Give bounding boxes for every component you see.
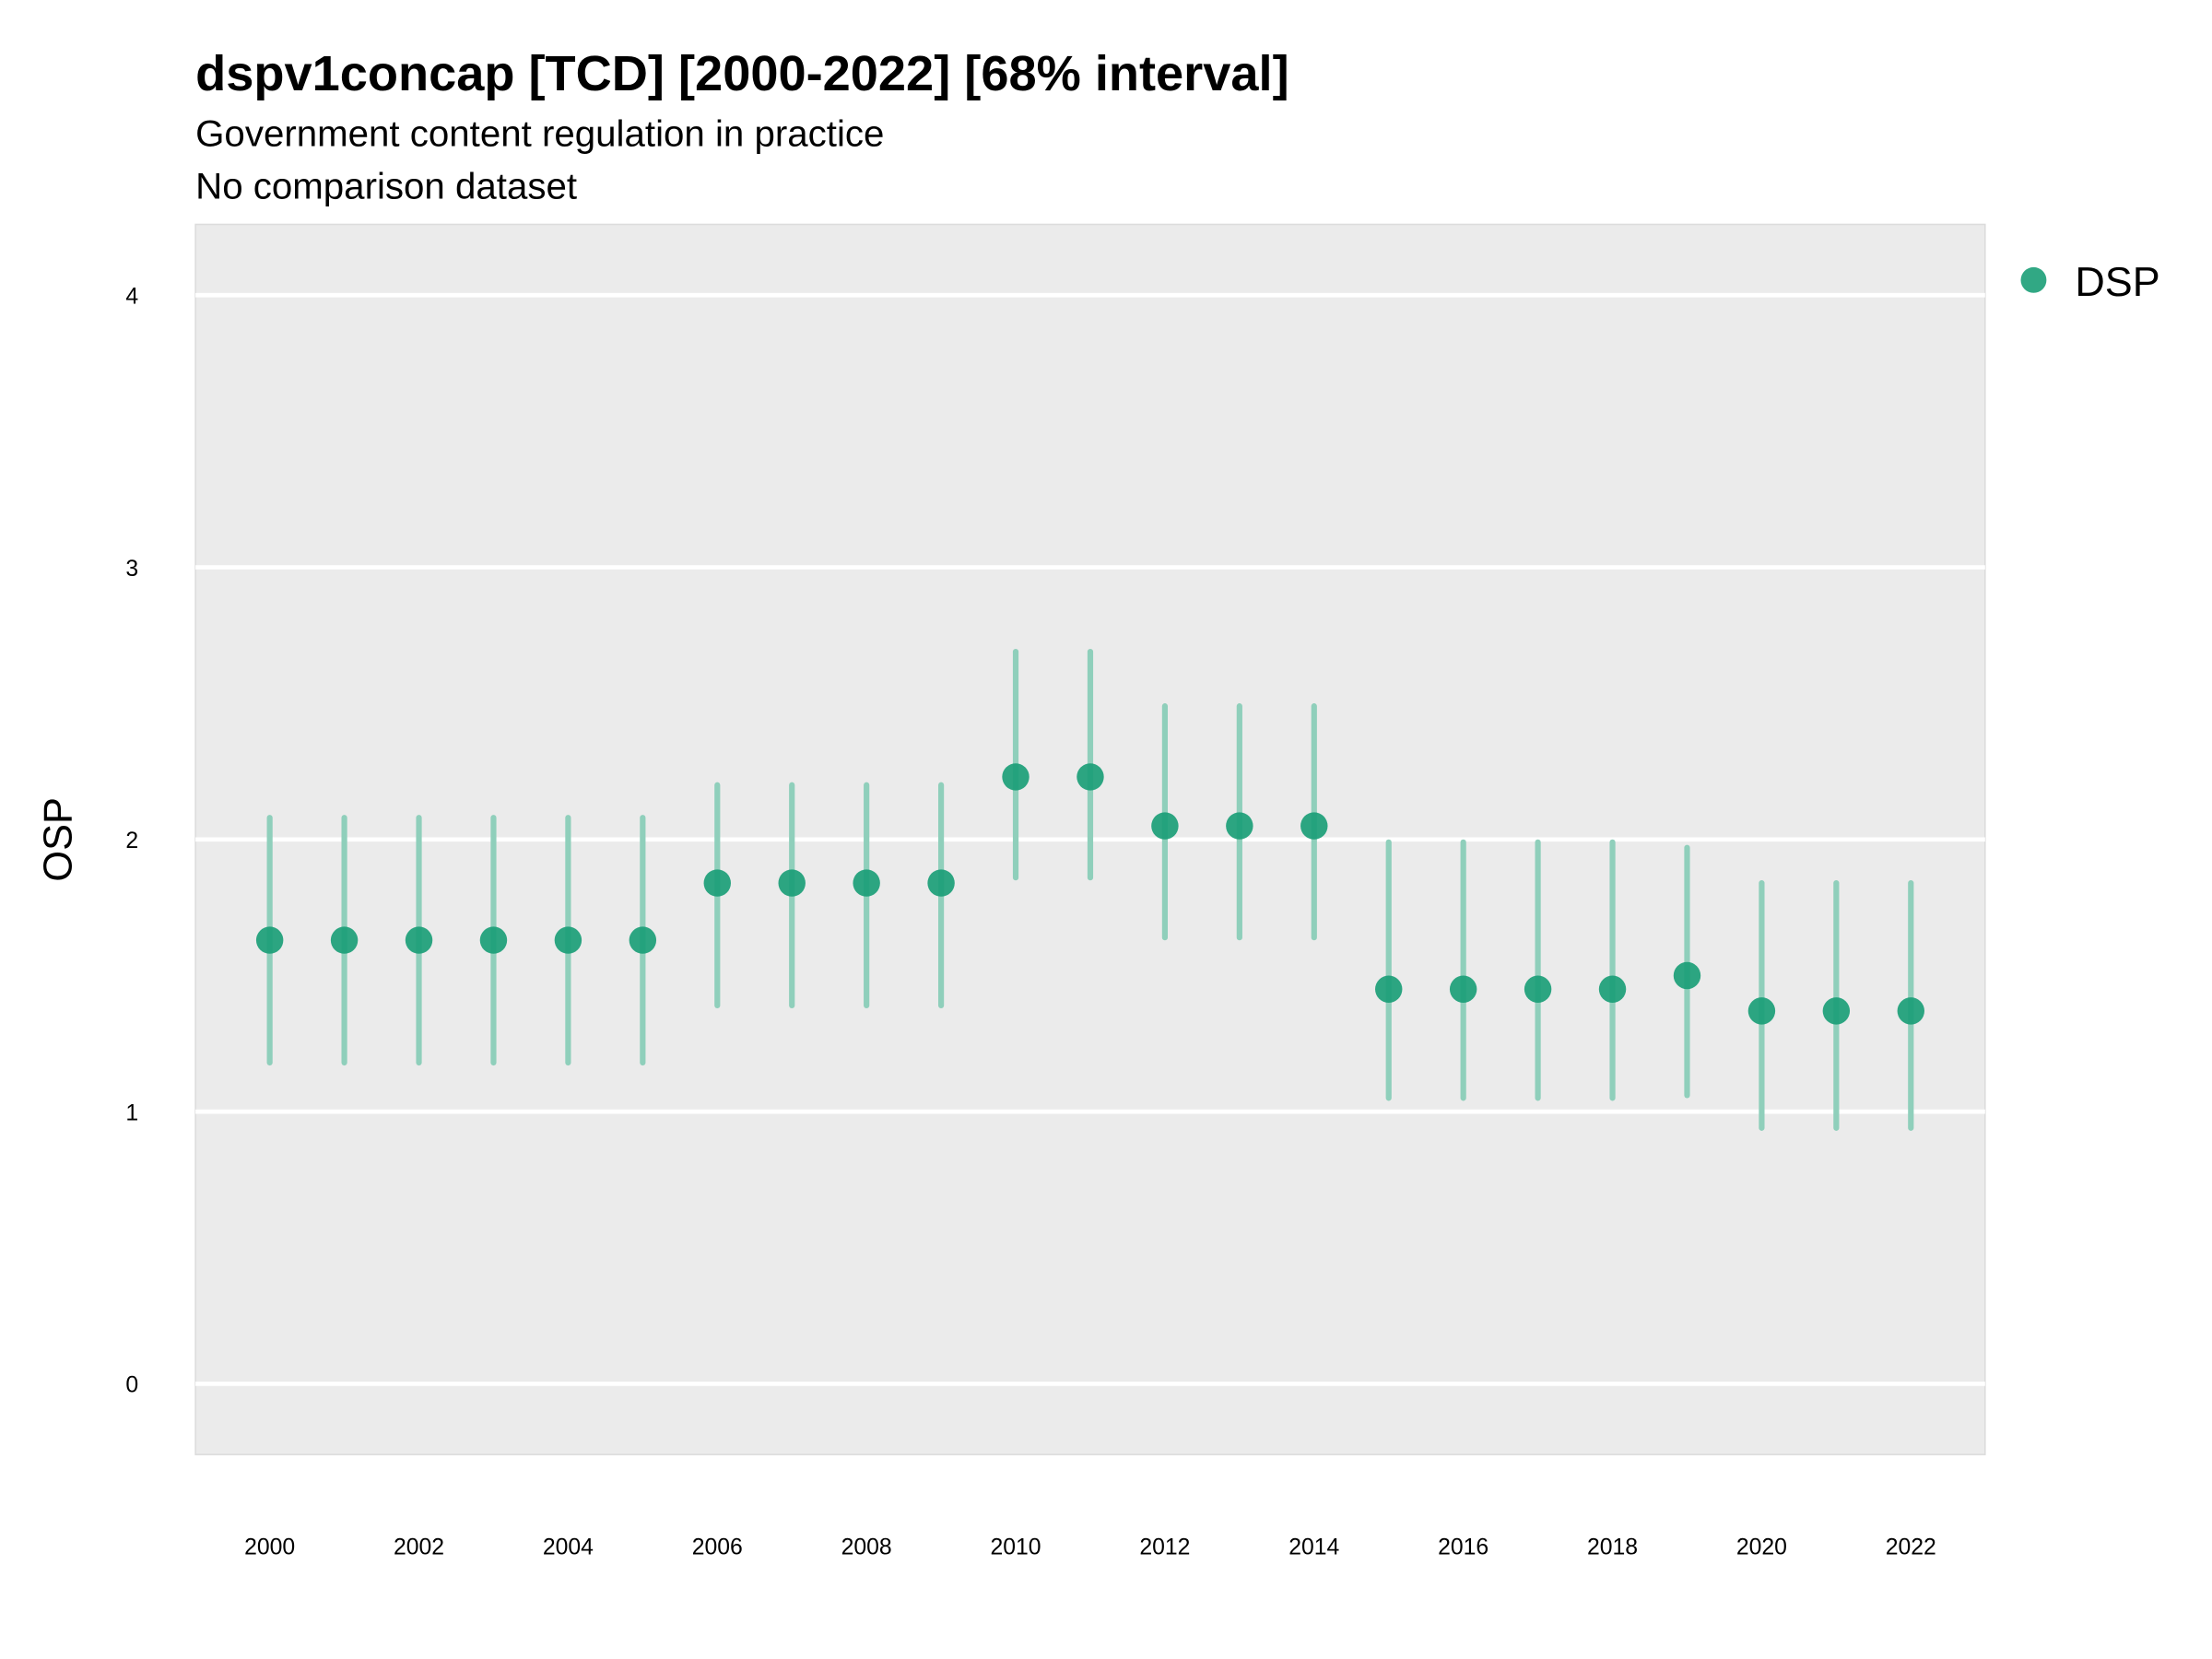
data-point [1598, 975, 1627, 1003]
x-tick-label: 2018 [1587, 1535, 1638, 1560]
data-point [330, 926, 359, 954]
x-tick-label: 2008 [841, 1535, 892, 1560]
y-axis-label: OSP [36, 797, 80, 882]
y-tick-label: 2 [125, 829, 138, 853]
data-point [405, 926, 433, 954]
x-tick-label: 2004 [543, 1535, 594, 1560]
data-point [778, 869, 806, 897]
data-point [1151, 812, 1179, 840]
data-point [703, 869, 731, 897]
data-point [554, 926, 582, 954]
x-tick-label: 2010 [990, 1535, 1041, 1560]
data-point [1822, 997, 1851, 1025]
x-tick-label: 2000 [244, 1535, 295, 1560]
x-tick-label: 2014 [1288, 1535, 1339, 1560]
legend-marker [2020, 266, 2047, 293]
data-point [479, 926, 508, 954]
x-tick-label: 2016 [1438, 1535, 1488, 1560]
x-tick-label: 2012 [1139, 1535, 1190, 1560]
data-point [1226, 812, 1253, 840]
data-point [1897, 997, 1924, 1025]
y-tick-label: 3 [125, 557, 138, 582]
data-point [927, 869, 955, 897]
x-tick-label: 2020 [1736, 1535, 1787, 1560]
chart-subtitle: Government content regulation in practic… [195, 112, 884, 154]
x-tick-label: 2006 [692, 1535, 743, 1560]
data-point [1300, 812, 1328, 840]
data-point [629, 926, 657, 954]
chart-title: dspv1concap [TCD] [2000-2022] [68% inter… [195, 46, 1289, 101]
data-point [1002, 763, 1030, 791]
data-point [1375, 975, 1403, 1003]
data-point [1673, 961, 1701, 990]
data-point [255, 926, 284, 954]
chart-subtitle-2: No comparison dataset [195, 166, 577, 207]
legend-label: DSP [2075, 258, 2159, 305]
data-point [1524, 975, 1552, 1003]
x-tick-label: 2022 [1886, 1535, 1936, 1560]
x-tick-label: 2002 [394, 1535, 444, 1560]
data-point [853, 869, 880, 897]
data-point [1077, 763, 1104, 791]
data-point [1449, 975, 1477, 1003]
y-tick-label: 1 [125, 1100, 138, 1125]
y-tick-label: 0 [125, 1373, 138, 1398]
data-point [1747, 997, 1776, 1025]
y-tick-label: 4 [125, 285, 138, 310]
